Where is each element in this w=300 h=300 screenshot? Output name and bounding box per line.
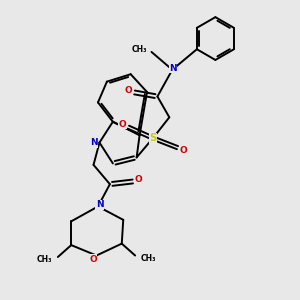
Text: O: O	[125, 86, 133, 95]
Text: N: N	[90, 138, 97, 147]
Text: O: O	[135, 175, 142, 184]
Text: O: O	[179, 146, 187, 154]
Text: CH₃: CH₃	[37, 256, 52, 265]
Text: N: N	[169, 64, 177, 73]
Text: O: O	[119, 120, 127, 129]
Text: N: N	[96, 200, 103, 209]
Text: CH₃: CH₃	[131, 45, 147, 54]
Text: CH₃: CH₃	[140, 254, 156, 263]
Text: O: O	[89, 255, 97, 264]
Text: S: S	[149, 133, 157, 143]
